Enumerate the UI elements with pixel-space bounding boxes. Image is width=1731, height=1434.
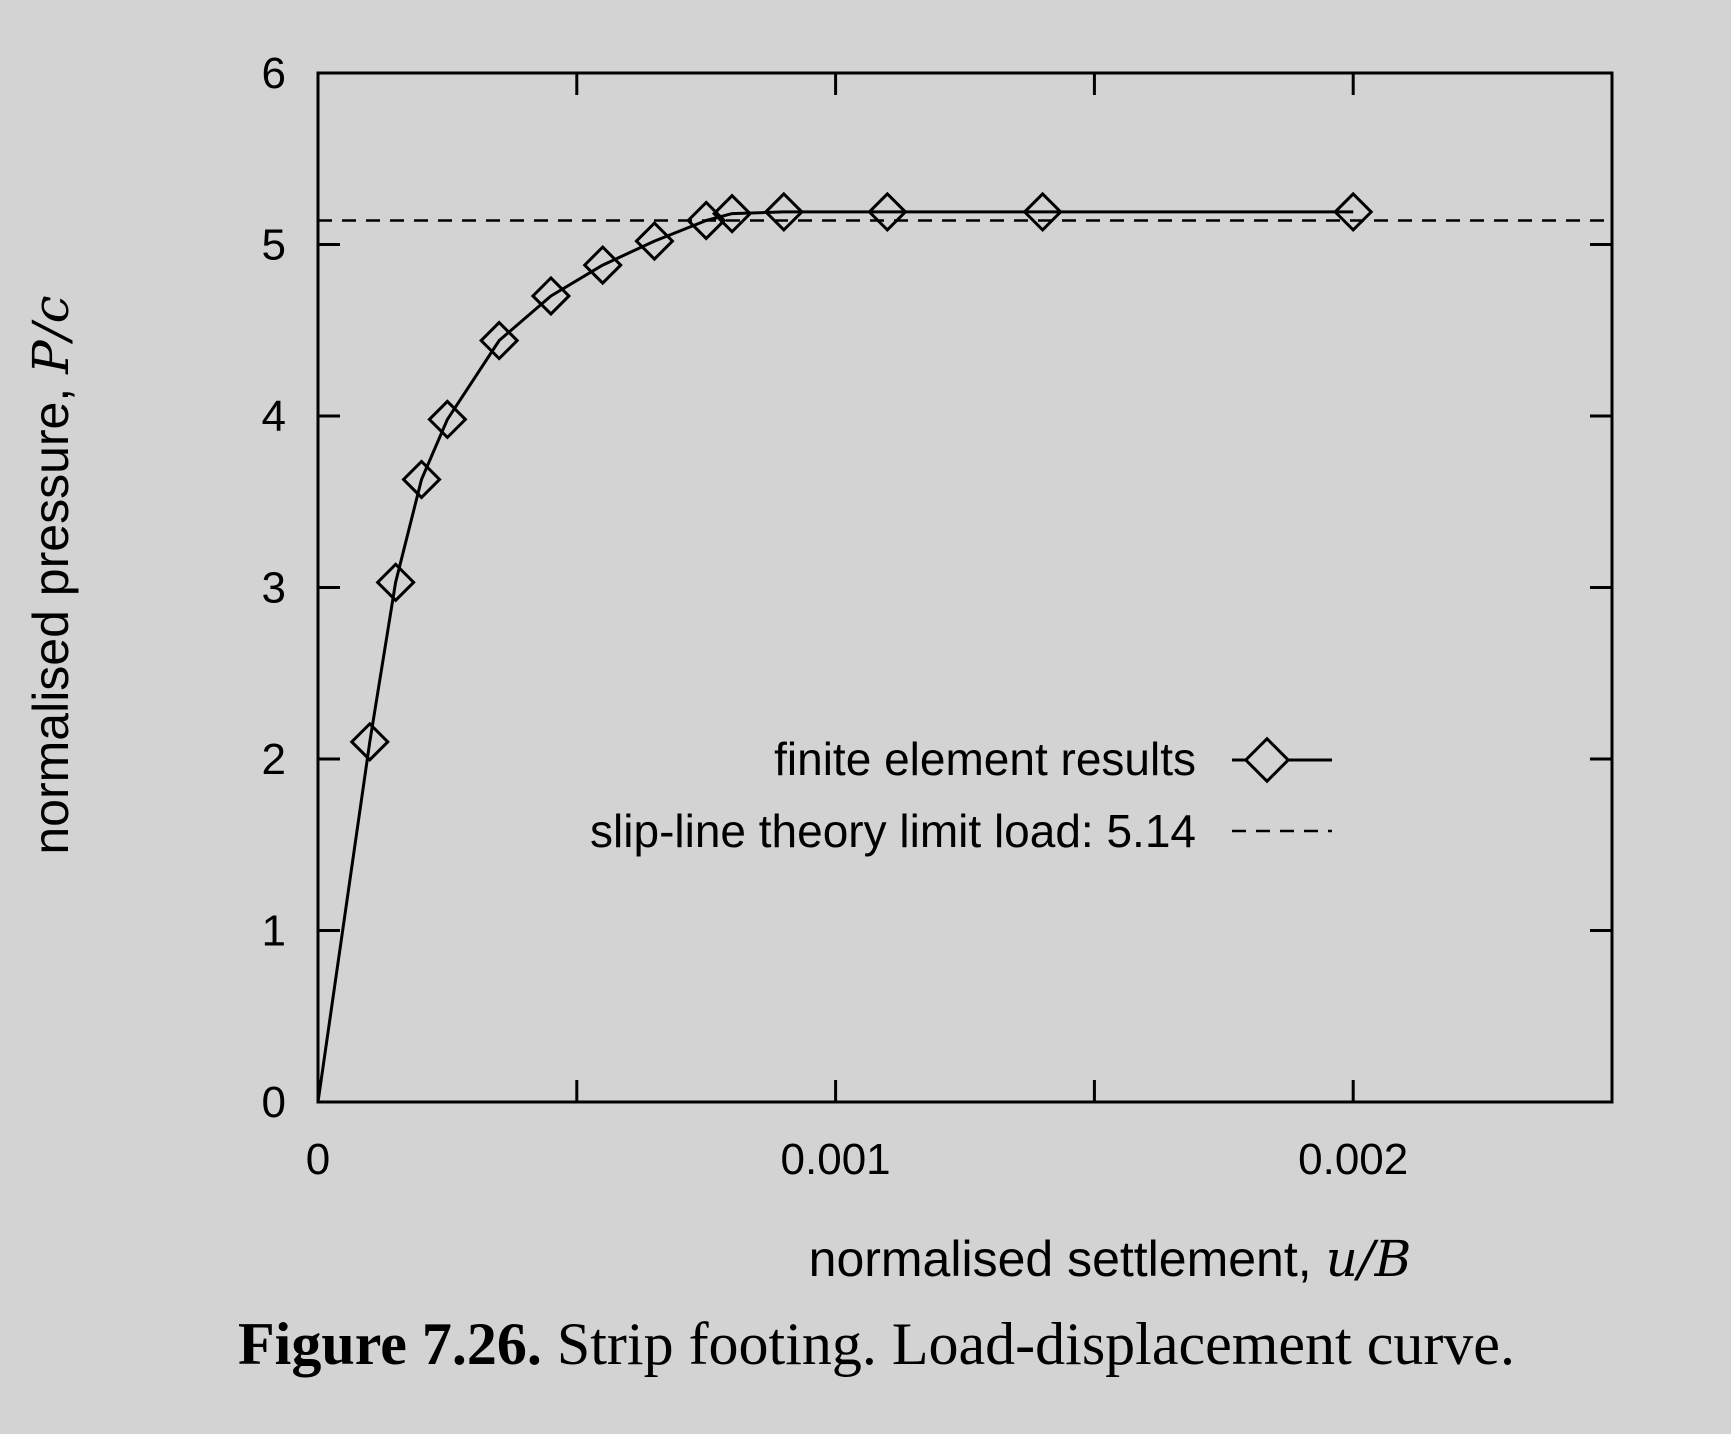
diamond-marker-14 [1333,191,1374,233]
y-tick-label-6: 6 [262,49,286,98]
diamond-marker-7 [582,244,623,286]
x-tick-label-2: 0.002 [1298,1135,1408,1184]
load-displacement-chart: 0 0.001 0.002 0 1 2 3 4 5 6 normalised settlement… [22,49,1614,1288]
ticks-layer [316,71,1614,1104]
legend-label-finite-element: finite element results [774,733,1196,785]
series-layer [316,210,1612,1103]
figure-caption: Figure 7.26. Strip footing. Load-displac… [238,1310,1515,1379]
diamond-marker-12 [867,191,908,233]
diamond-marker-3 [401,459,442,500]
x-axis-variable: u/B [1326,1230,1412,1288]
y-tick-label-2: 2 [262,735,286,784]
markers-layer [349,191,1374,762]
diamond-marker-1 [349,721,390,762]
y-axis-title: normalised pressure, P/c [22,295,80,854]
legend: finite element results slip-line theory … [590,733,1332,857]
y-tick-label-3: 3 [262,564,286,613]
legend-label-slip-line: slip-line theory limit load: 5.14 [590,805,1196,857]
diamond-marker-11 [763,191,804,233]
diamond-marker-10 [711,193,753,234]
y-tick-label-1: 1 [262,907,286,956]
caption-text: Strip footing. Load-displacement curve. [541,1311,1515,1377]
y-tick-label-4: 4 [262,392,286,441]
caption-label: Figure 7.26. [238,1311,542,1377]
y-axis-variable: P/c [22,295,80,375]
x-tick-label-1: 0.001 [781,1135,891,1184]
y-tick-label-5: 5 [262,221,286,270]
diamond-marker-5 [479,320,520,361]
diamond-marker-8 [634,220,675,262]
x-axis-title: normalised settlement, u/B [809,1230,1412,1288]
diamond-marker-9 [686,200,727,241]
diamond-marker-2 [375,562,416,603]
diamond-marker-13 [1022,191,1063,233]
diamond-marker-4 [427,399,468,440]
x-tick-label-0: 0 [306,1135,330,1184]
legend-diamond-marker [1243,736,1291,784]
y-tick-label-0: 0 [262,1078,286,1127]
plot-frame [316,71,1614,1104]
labels-layer: 0 0.001 0.002 0 1 2 3 4 5 6 [262,49,1409,1184]
series-finite-element-line [316,210,1354,1103]
diamond-marker-6 [530,275,572,317]
